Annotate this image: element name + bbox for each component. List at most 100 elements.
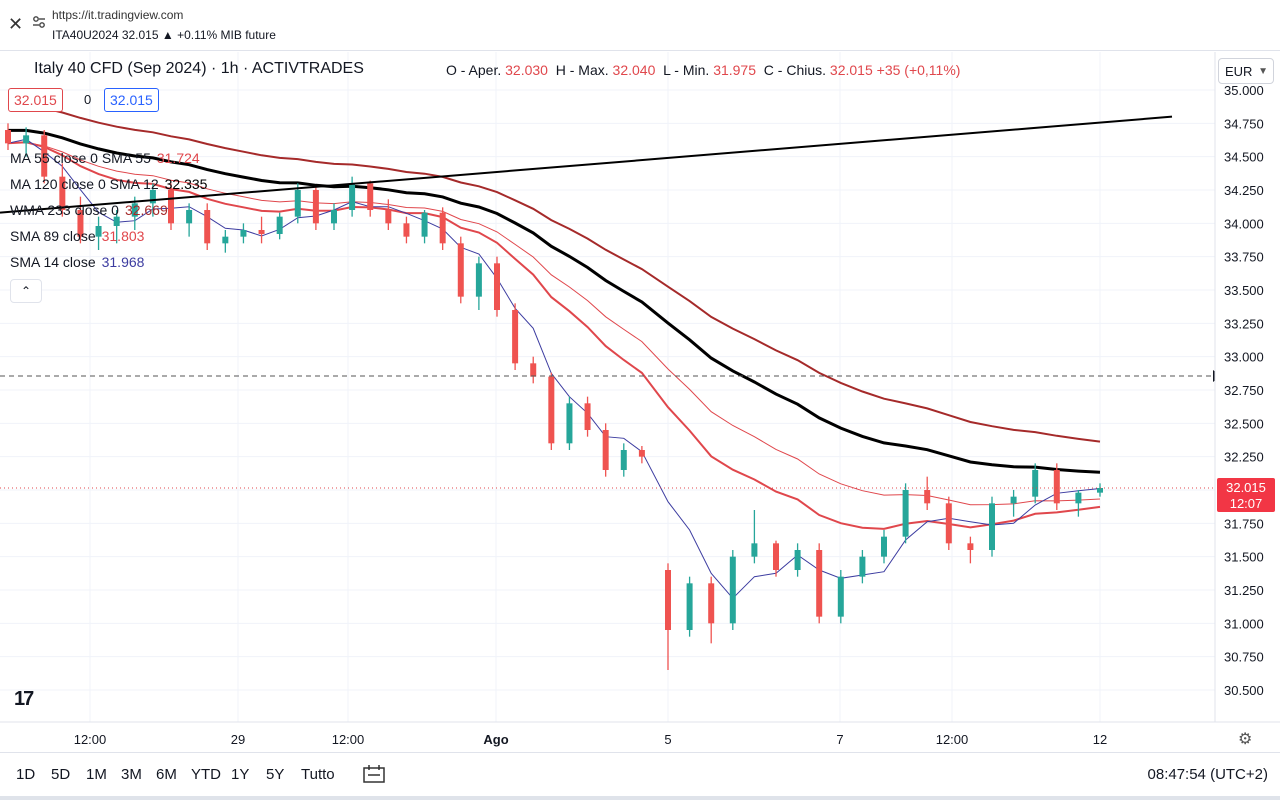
indicator-value: 32.669 xyxy=(124,202,168,218)
indicator-legend-item[interactable]: MA 55 close 0 SMA 55 31.724 xyxy=(10,150,200,166)
candle xyxy=(258,216,265,244)
candle xyxy=(457,236,464,304)
trend-line xyxy=(0,115,1173,214)
time-range-1d[interactable]: 1D xyxy=(16,766,36,783)
candle-body xyxy=(794,550,801,570)
candle xyxy=(222,230,229,253)
candle xyxy=(1010,490,1017,517)
indicator-value: 31.803 xyxy=(101,228,145,244)
currency-select[interactable]: EUR ▼ xyxy=(1218,58,1274,84)
price-tick-label: 33.500 xyxy=(1224,283,1264,298)
candle-body xyxy=(457,243,464,297)
candle-body xyxy=(113,216,120,226)
time-tick-label: 29 xyxy=(231,732,245,747)
candle xyxy=(837,570,844,624)
candle-body xyxy=(1032,470,1039,497)
candle-body xyxy=(881,536,887,557)
indicator-legend-item[interactable]: SMA 14 close 31.968 xyxy=(10,254,144,270)
price-tick-label: 30.750 xyxy=(1224,650,1264,665)
close-value: 32.015 xyxy=(829,62,873,78)
time-range-5d[interactable]: 5D xyxy=(51,766,71,783)
candle-body xyxy=(945,503,952,544)
candle xyxy=(95,216,102,250)
candle xyxy=(967,536,974,564)
candle xyxy=(881,530,887,564)
sell-price-button[interactable]: 32.015 xyxy=(8,88,63,112)
candle xyxy=(186,203,193,237)
candle-body xyxy=(530,363,537,377)
candle-body xyxy=(1010,496,1017,504)
candle-body xyxy=(439,212,446,244)
collapse-legend-button[interactable]: ⌃ xyxy=(10,279,42,303)
clock: 08:47:54 (UTC+2) xyxy=(1147,766,1268,783)
candle-body xyxy=(95,226,102,237)
sma89-line xyxy=(7,142,1101,506)
candle-body xyxy=(924,490,931,504)
indicator-label: SMA 89 close xyxy=(10,228,96,244)
indicator-label: MA 120 close 0 SMA 12 xyxy=(10,176,159,192)
candle-body xyxy=(385,210,392,224)
time-range-1y[interactable]: 1Y xyxy=(231,766,250,783)
time-axis[interactable]: 12:00 29 12:00 Ago 5 7 12:00 12 xyxy=(0,721,1280,747)
price-axis[interactable]: 35.000 34.750 34.500 34.250 34.000 33.750 33.5… xyxy=(1214,52,1280,722)
candle-body xyxy=(989,503,995,550)
time-range-tutto[interactable]: Tutto xyxy=(301,766,335,783)
close-icon[interactable]: ✕ xyxy=(8,14,24,34)
low-value: 31.975 xyxy=(713,62,757,78)
indicator-legend-item[interactable]: WMA 233 close 0 32.669 xyxy=(10,202,168,218)
candle xyxy=(686,576,693,637)
candle-body xyxy=(367,183,374,210)
date-range-icon[interactable] xyxy=(362,764,386,784)
price-tick-label: 31.250 xyxy=(1224,583,1264,598)
gear-icon[interactable]: ⚙ xyxy=(1238,731,1253,748)
candle-body xyxy=(294,190,301,217)
candle xyxy=(1053,463,1060,510)
candle xyxy=(5,123,11,150)
ma120-line xyxy=(8,128,1101,474)
last-price-label: 32.015 xyxy=(1226,480,1266,495)
candle xyxy=(494,256,500,317)
countdown-label: 12:07 xyxy=(1230,496,1263,511)
candle-body xyxy=(77,210,84,237)
change-value: +35 (+0,11%) xyxy=(876,62,961,78)
ma55-line xyxy=(7,141,1101,530)
time-range-5y[interactable]: 5Y xyxy=(266,766,285,783)
candle-body xyxy=(5,130,11,144)
price-tick-label: 35.000 xyxy=(1224,83,1264,98)
time-range-ytd[interactable]: YTD xyxy=(191,766,221,783)
candle xyxy=(276,212,283,240)
symbol-title[interactable]: Italy 40 CFD (Sep 2024) · 1h · ACTIVTRAD… xyxy=(34,60,364,77)
time-range-3m[interactable]: 3M xyxy=(121,766,142,783)
currency-value: EUR xyxy=(1225,64,1253,79)
price-chart[interactable]: 35.000 34.750 34.500 34.250 34.000 33.750 33.5… xyxy=(0,52,1280,752)
indicator-legend-item[interactable]: MA 120 close 0 SMA 12 32.335 xyxy=(10,176,207,192)
candle xyxy=(204,203,211,250)
candle xyxy=(902,483,909,544)
indicator-legend-item[interactable]: SMA 89 close 31.803 xyxy=(10,228,144,244)
time-range-1m[interactable]: 1M xyxy=(86,766,107,783)
time-tick-label: Ago xyxy=(483,732,508,747)
price-tick-label: 34.250 xyxy=(1224,183,1264,198)
price-tick-label: 34.750 xyxy=(1224,116,1264,131)
candle-body xyxy=(1075,492,1082,504)
candle-body xyxy=(859,556,866,577)
indicator-value: 31.968 xyxy=(101,254,145,270)
candle xyxy=(312,186,319,230)
candle xyxy=(584,396,591,437)
candle-body xyxy=(131,203,138,217)
candle-body xyxy=(967,543,974,550)
candle xyxy=(385,199,392,230)
candle xyxy=(751,510,758,564)
candle xyxy=(331,203,337,230)
price-tick-label: 33.250 xyxy=(1224,316,1264,331)
candle-body xyxy=(204,210,211,244)
candle xyxy=(77,196,84,244)
time-tick-label: 12:00 xyxy=(74,732,107,747)
candle-body xyxy=(240,230,247,237)
site-settings-icon[interactable] xyxy=(32,15,46,29)
candle xyxy=(1097,483,1103,497)
candle-body xyxy=(708,583,715,624)
time-range-6m[interactable]: 6M xyxy=(156,766,177,783)
buy-price-button[interactable]: 32.015 xyxy=(104,88,159,112)
candle xyxy=(548,372,555,450)
